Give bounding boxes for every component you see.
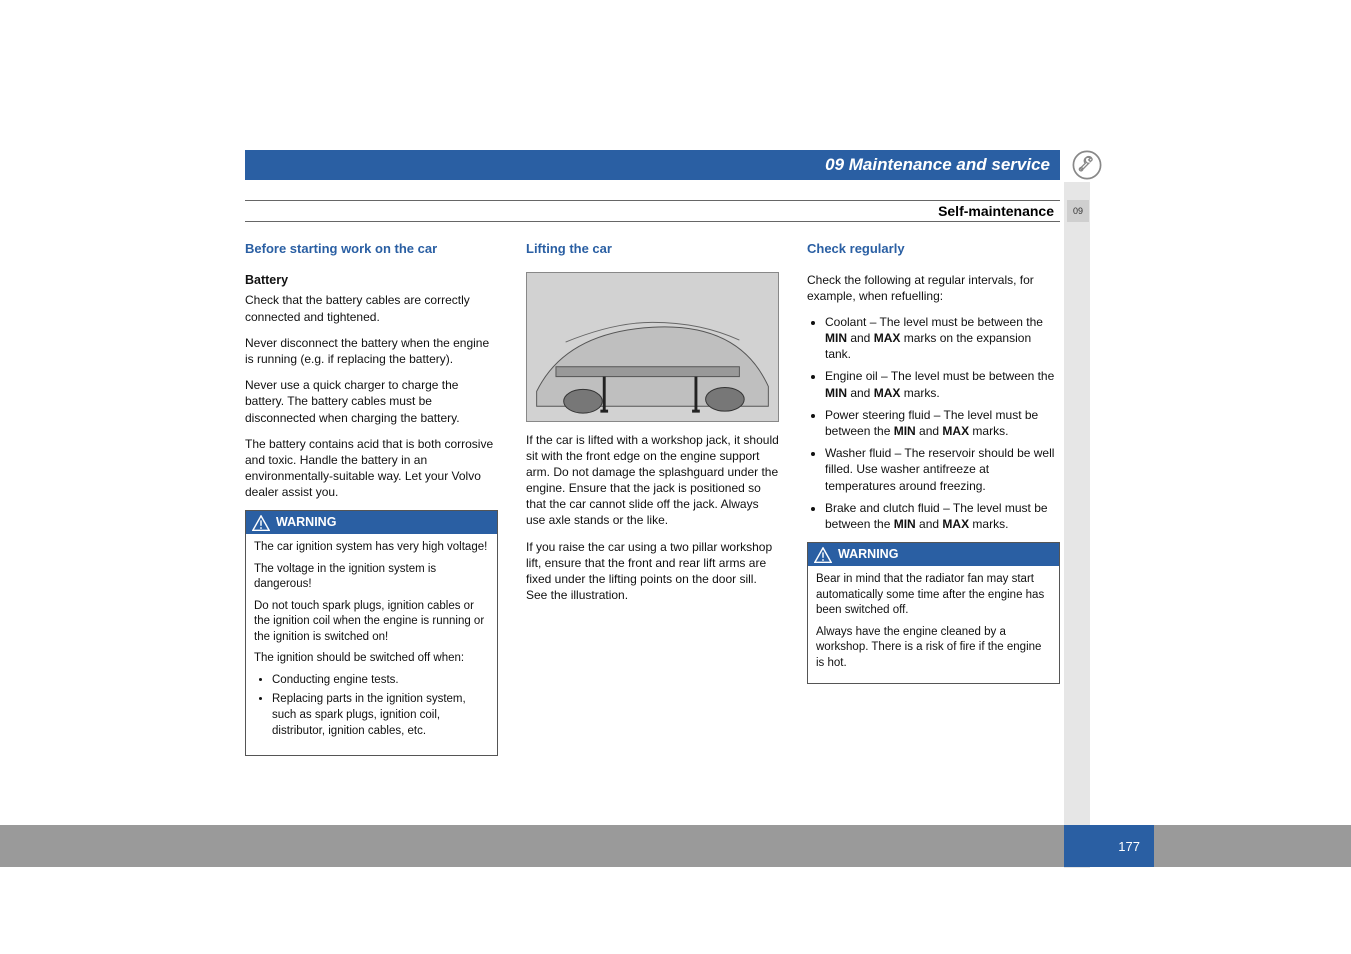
col1-p1: Check that the battery cables are correc…: [245, 292, 498, 324]
lifting-car-figure: [526, 272, 779, 422]
col3-heading: Check regularly: [807, 240, 1060, 258]
max-label: MAX: [874, 331, 901, 345]
check-power-steering: Power steering fluid – The level must be…: [825, 407, 1060, 439]
txt: marks.: [969, 424, 1008, 438]
check-engine-oil: Engine oil – The level must be between t…: [825, 368, 1060, 400]
col3-intro: Check the following at regular intervals…: [807, 272, 1060, 304]
col1-p2: Never disconnect the battery when the en…: [245, 335, 498, 367]
warning-body: Bear in mind that the radiator fan may s…: [808, 566, 1059, 683]
section-subtitle: Self-maintenance: [938, 203, 1054, 219]
warn1-li1: Conducting engine tests.: [272, 673, 489, 689]
page-number-box: 177: [1064, 825, 1154, 867]
min-label: MIN: [894, 517, 916, 531]
warn1-p3: Do not touch spark plugs, ignition cable…: [254, 599, 489, 646]
txt: and: [847, 331, 874, 345]
col2-heading: Lifting the car: [526, 240, 779, 258]
column-2: Lifting the car If the car is lifted wit…: [526, 240, 779, 766]
col2-p1: If the car is lifted with a workshop jac…: [526, 432, 779, 529]
txt: and: [916, 517, 943, 531]
warning-box-radiator: WARNING Bear in mind that the radiator f…: [807, 542, 1060, 684]
min-label: MIN: [894, 424, 916, 438]
warn1-list: Conducting engine tests. Replacing parts…: [254, 673, 489, 739]
chapter-title: 09 Maintenance and service: [825, 155, 1050, 175]
warning-body: The car ignition system has very high vo…: [246, 534, 497, 755]
col2-p2: If you raise the car using a two pillar …: [526, 539, 779, 604]
chapter-header: 09 Maintenance and service: [245, 150, 1060, 180]
warn1-p4: The ignition should be switched off when…: [254, 651, 489, 667]
col1-subheading-battery: Battery: [245, 272, 498, 289]
column-1: Before starting work on the car Battery …: [245, 240, 498, 766]
check-list: Coolant – The level must be between the …: [807, 314, 1060, 532]
txt: and: [916, 424, 943, 438]
check-brake-clutch: Brake and clutch fluid – The level must …: [825, 500, 1060, 532]
warning-header: WARNING: [246, 511, 497, 534]
warning-header: WARNING: [808, 543, 1059, 566]
warn1-p1: The car ignition system has very high vo…: [254, 540, 489, 556]
wrench-circle-icon: [1067, 145, 1107, 185]
max-label: MAX: [942, 517, 969, 531]
warning-triangle-icon: [252, 515, 270, 531]
warning-box-ignition: WARNING The car ignition system has very…: [245, 510, 498, 756]
col1-p3: Never use a quick charger to charge the …: [245, 377, 498, 426]
warning-label: WARNING: [838, 546, 898, 563]
txt: marks.: [900, 386, 939, 400]
side-tab: 09: [1067, 200, 1089, 222]
txt: marks.: [969, 517, 1008, 531]
page-number: 177: [1118, 839, 1140, 854]
warn1-li2: Replacing parts in the ignition system, …: [272, 692, 489, 739]
min-label: MIN: [825, 386, 847, 400]
warn1-p2: The voltage in the ignition system is da…: [254, 562, 489, 593]
warning-triangle-icon: [814, 547, 832, 563]
side-tab-label: 09: [1073, 206, 1083, 216]
txt: and: [847, 386, 874, 400]
max-label: MAX: [874, 386, 901, 400]
section-subheader: Self-maintenance: [245, 200, 1060, 222]
warning-label: WARNING: [276, 514, 336, 531]
txt: Engine oil – The level must be between t…: [825, 369, 1054, 383]
min-label: MIN: [825, 331, 847, 345]
warn2-p1: Bear in mind that the radiator fan may s…: [816, 572, 1051, 619]
check-washer-fluid: Washer fluid – The reservoir should be w…: [825, 445, 1060, 494]
check-coolant: Coolant – The level must be between the …: [825, 314, 1060, 363]
col1-p4: The battery contains acid that is both c…: [245, 436, 498, 501]
page: 09 Maintenance and service Self-maintena…: [0, 0, 1351, 954]
txt: Coolant – The level must be between the: [825, 315, 1043, 329]
column-3: Check regularly Check the following at r…: [807, 240, 1060, 766]
right-margin-strip: [1064, 182, 1090, 868]
max-label: MAX: [942, 424, 969, 438]
col1-heading: Before starting work on the car: [245, 240, 498, 258]
warn2-p2: Always have the engine cleaned by a work…: [816, 625, 1051, 672]
content-columns: Before starting work on the car Battery …: [245, 240, 1060, 766]
